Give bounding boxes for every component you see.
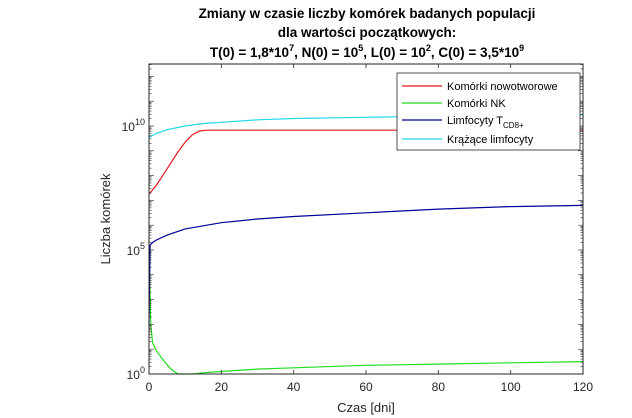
legend-label-tumor: Komórki nowotworowe — [447, 81, 558, 93]
legend: Komórki nowotworowe Komórki NK Limfocyty… — [396, 72, 581, 151]
y-tick-label-2: 1010 — [122, 117, 145, 134]
x-tick-label-5: 100 — [501, 380, 521, 394]
x-tick-label-4: 80 — [432, 380, 446, 394]
title-t-prefix: T(0) = 1,8*10 — [210, 45, 289, 60]
title-line-1: Zmiany w czasie liczby komórek badanych … — [199, 6, 536, 21]
y-tick-base-0: 10 — [127, 368, 141, 382]
x-tick-label-3: 60 — [359, 380, 373, 394]
chart-title: Zmiany w czasie liczby komórek badanych … — [199, 6, 536, 60]
y-tick-exp-0: 0 — [140, 365, 145, 375]
x-tick-label-1: 20 — [215, 380, 229, 394]
y-axis-label: Liczba komórek — [98, 173, 113, 265]
x-axis-label: Czas [dni] — [337, 400, 395, 415]
title-c-exp: 9 — [519, 43, 524, 53]
x-tick-label-6: 120 — [573, 380, 593, 394]
y-tick-base-2: 10 — [122, 120, 136, 134]
series-line-2 — [148, 204, 584, 325]
x-tick-label-2: 40 — [287, 380, 301, 394]
title-n-exp: 5 — [358, 43, 363, 53]
title-line-3: T(0) = 1,8*107, N(0) = 105, L(0) = 102, … — [210, 43, 524, 60]
title-n-prefix: , N(0) = 10 — [294, 45, 358, 60]
legend-label-cd8-main: Limfocyty T — [447, 115, 503, 127]
legend-label-cd8-sub: CD8+ — [503, 121, 524, 130]
x-tick-label-0: 0 — [146, 380, 153, 394]
title-t-exp: 7 — [289, 43, 294, 53]
title-line-2: dla wartości początkowych: — [278, 25, 457, 40]
y-tick-exp-2: 10 — [135, 117, 145, 127]
title-l-exp: 2 — [426, 43, 431, 53]
legend-label-cd8: Limfocyty TCD8+ — [447, 115, 524, 130]
y-tick-label-1: 105 — [127, 241, 145, 258]
plot-frame — [148, 63, 584, 375]
legend-label-circulating: Krążące limfocyty — [447, 134, 534, 146]
y-tick-label-0: 100 — [127, 365, 145, 382]
title-l-prefix: , L(0) = 10 — [363, 45, 426, 60]
title-c-prefix: , C(0) = 3,5*10 — [431, 45, 519, 60]
y-tick-exp-1: 5 — [140, 241, 145, 251]
legend-label-nk: Komórki NK — [447, 98, 506, 110]
y-tick-base-1: 10 — [127, 244, 141, 258]
